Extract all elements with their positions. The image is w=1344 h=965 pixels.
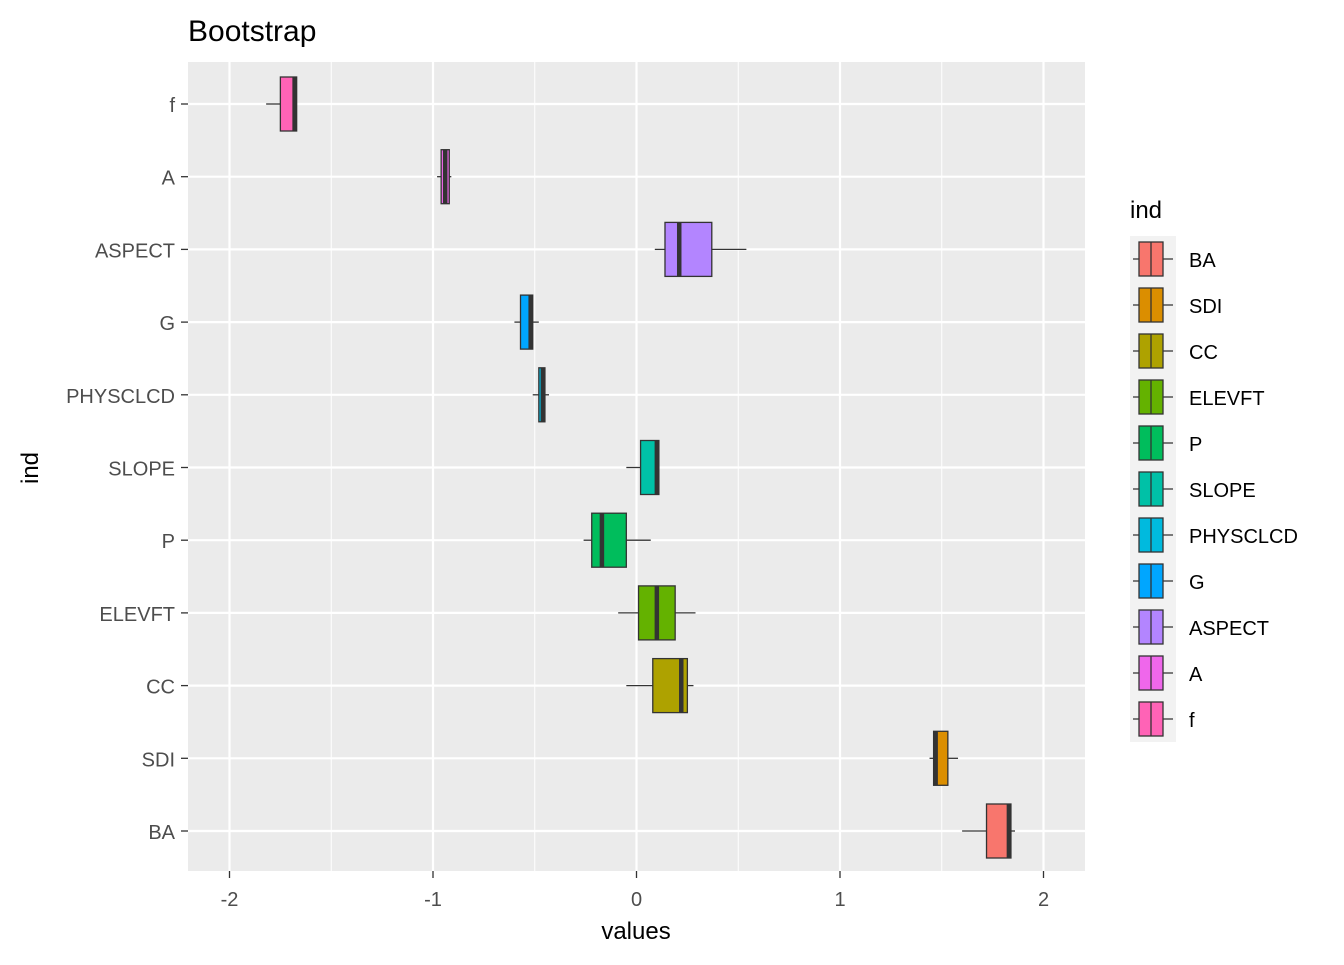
box-elevft <box>618 585 696 641</box>
legend-label: CC <box>1189 342 1218 364</box>
legend-item-physclcd: PHYSCLCD <box>1130 512 1298 558</box>
y-tick-label: f <box>169 95 175 117</box>
y-tick-label: BA <box>148 822 175 844</box>
legend-label: SDI <box>1189 296 1222 318</box>
legend-item-slope: SLOPE <box>1130 466 1256 512</box>
legend-label: BA <box>1189 250 1216 272</box>
x-tick-label: 0 <box>631 889 642 911</box>
legend-item-sdi: SDI <box>1130 282 1222 328</box>
legend-item-elevft: ELEVFT <box>1130 374 1265 420</box>
box-cc <box>626 657 694 714</box>
box-iqr <box>591 512 627 568</box>
legend-item-g: G <box>1130 558 1205 604</box>
legend-label: ELEVFT <box>1189 388 1265 410</box>
x-tick-label: -2 <box>221 889 239 911</box>
y-tick-label: ASPECT <box>95 240 175 262</box>
x-tick-label: 1 <box>834 889 845 911</box>
y-tick-label: SLOPE <box>108 459 175 481</box>
box-slope <box>626 439 660 496</box>
x-tick-label: -1 <box>424 889 442 911</box>
legend-item-f: f <box>1130 696 1195 742</box>
legend-item-a: A <box>1130 650 1203 696</box>
legend-label: f <box>1189 710 1195 732</box>
y-axis-label: ind <box>17 452 44 484</box>
axis-layer: f A ASPECT G PHYSCLCD SLOPE P ELEVFT CC SDI BA -2 -1… <box>66 95 1049 911</box>
box-layer <box>266 76 1016 859</box>
y-tick-label: P <box>162 531 175 553</box>
y-tick-label: CC <box>146 677 175 699</box>
chart-title: Bootstrap <box>188 15 316 48</box>
y-tick-label: PHYSCLCD <box>66 386 175 408</box>
box-g <box>514 294 539 350</box>
legend-item-p: P <box>1130 420 1202 466</box>
legend-label: P <box>1189 434 1202 456</box>
legend-label: G <box>1189 572 1205 594</box>
box-iqr <box>664 221 713 278</box>
x-tick-label: 2 <box>1038 889 1049 911</box>
box-sdi <box>929 730 959 786</box>
box-physclcd <box>532 367 549 423</box>
legend-label: PHYSCLCD <box>1189 526 1298 548</box>
box-aspect <box>654 221 747 278</box>
legend-label: ASPECT <box>1189 618 1269 640</box>
legend-label: A <box>1189 664 1203 686</box>
box-ba <box>962 803 1016 859</box>
legend-item-cc: CC <box>1130 328 1218 374</box>
y-tick-label: A <box>162 168 176 190</box>
legend-title: ind <box>1130 197 1162 224</box>
legend-item-ba: BA <box>1130 236 1216 282</box>
y-tick-label: SDI <box>142 749 175 771</box>
box-f <box>266 76 298 132</box>
y-tick-label: ELEVFT <box>99 604 175 626</box>
legend: ind BA SDI CC ELEVFT P SLOPE PHYSCLCD G ASPECT Af <box>1130 197 1298 742</box>
y-tick-label: G <box>159 313 175 335</box>
legend-item-aspect: ASPECT <box>1130 604 1269 650</box>
box-p <box>583 512 651 568</box>
legend-label: SLOPE <box>1189 480 1256 502</box>
box-a <box>437 149 452 205</box>
x-axis-label: values <box>601 918 670 945</box>
